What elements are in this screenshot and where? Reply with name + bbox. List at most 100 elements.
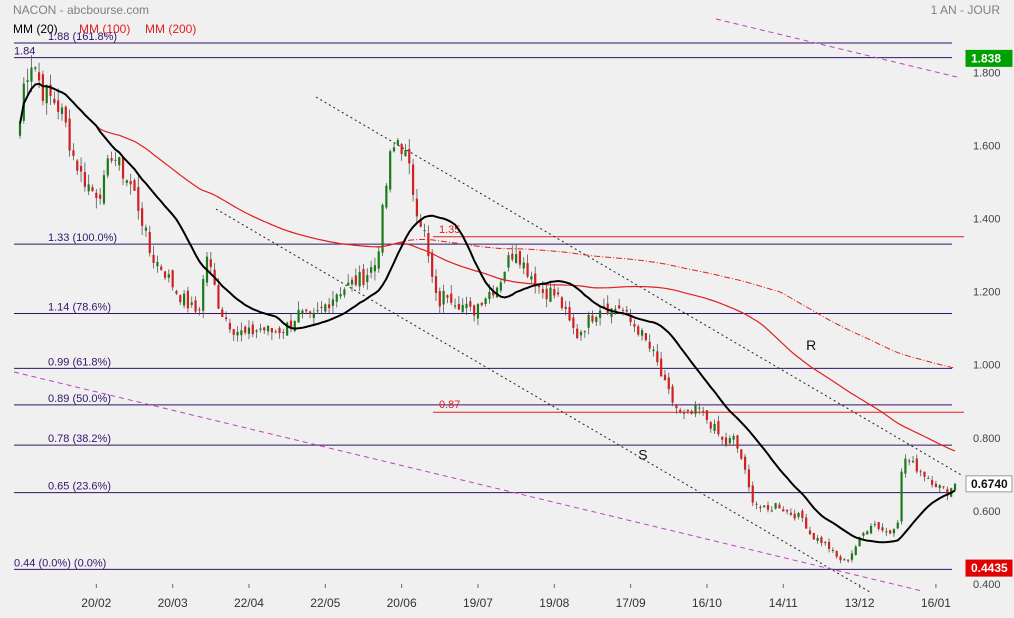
y-tick-label: 1.400 <box>973 213 1001 225</box>
candle-body <box>858 537 861 547</box>
candle-body <box>152 254 155 263</box>
candle-body <box>774 503 777 509</box>
candle-body <box>41 74 44 101</box>
candle-body <box>942 486 945 488</box>
candle-body <box>663 374 667 381</box>
candle-body <box>904 458 907 474</box>
candle-body <box>847 559 850 561</box>
candle-body <box>640 330 644 336</box>
fibonacci-levels: 1.88 (161.8%) 1.84 1.33 (100.0%) 1.14 (78.6… <box>14 31 964 570</box>
candle-body <box>633 324 636 327</box>
candle-body <box>889 530 892 534</box>
candle-body <box>141 208 144 226</box>
moving-averages <box>19 82 956 544</box>
x-tick-label: 22/04 <box>234 596 264 610</box>
candle-body <box>34 67 37 69</box>
candle-body <box>751 485 754 503</box>
candle-body <box>946 489 949 496</box>
candle-body <box>740 449 743 459</box>
candle-body <box>209 259 212 267</box>
candle-body <box>324 304 327 312</box>
candle-body <box>331 299 335 306</box>
fib-label-5: 0.89 (50.0%) <box>48 393 111 405</box>
candle-body <box>835 550 838 557</box>
candle-body <box>652 349 655 352</box>
candle-body <box>469 301 472 307</box>
candle-body <box>953 483 957 491</box>
ma-20-line <box>19 82 956 544</box>
candle-body <box>919 471 922 473</box>
legend-ma-2: MM (200) <box>145 22 196 36</box>
candle-body <box>385 185 388 208</box>
candle-body <box>293 320 296 332</box>
candle-body <box>370 267 373 273</box>
candle-body <box>721 436 724 440</box>
x-tick-label: 20/02 <box>81 596 111 610</box>
candle-body <box>526 263 529 277</box>
candle-body <box>839 556 842 561</box>
candle-body <box>545 288 548 300</box>
candle-body <box>885 531 888 533</box>
y-tick-label: 0.600 <box>973 506 1001 518</box>
trendline-upper-magenta <box>715 18 962 79</box>
candle-body <box>316 310 319 312</box>
candle-body <box>305 309 308 312</box>
chart-title: NACON - abcbourse.com <box>13 3 149 17</box>
x-tick-label: 14/11 <box>769 596 798 610</box>
candle-body <box>915 458 918 472</box>
candle-body <box>927 478 930 480</box>
candle-body <box>717 421 720 435</box>
candle-body <box>343 289 346 296</box>
y-tick-label: 1.800 <box>973 67 1001 79</box>
candle-body <box>881 527 884 531</box>
fib-label-7: 0.65 (23.6%) <box>48 481 111 493</box>
candle-body <box>450 293 453 303</box>
candle-body <box>484 298 487 304</box>
candle-body <box>938 485 941 489</box>
y-tick-label: 0.400 <box>973 579 1001 591</box>
candle-body <box>690 411 693 414</box>
candle-body <box>831 549 834 551</box>
candle-body <box>507 255 510 268</box>
candle-body <box>278 328 281 334</box>
price-badge-bg <box>965 559 1013 577</box>
candle-body <box>747 469 751 488</box>
candle-body <box>396 140 399 146</box>
x-axis: 20/02 20/03 22/04 22/05 20/06 19/07 19/08 17/09… <box>81 584 951 610</box>
candle-body <box>499 282 502 291</box>
candle-body <box>583 331 586 333</box>
candle-body <box>427 233 430 257</box>
candle-body <box>511 253 514 260</box>
candle-body <box>480 302 483 305</box>
candle-body <box>163 271 167 278</box>
candle-body <box>621 309 625 311</box>
candle-body <box>255 330 258 332</box>
candle-body <box>541 289 544 293</box>
candle-body <box>801 510 804 518</box>
candle-body <box>194 300 197 312</box>
candle-body <box>457 303 460 310</box>
fib-label-1: 1.84 <box>14 46 35 58</box>
annotation-r: R <box>806 337 816 353</box>
candle-body <box>793 513 796 519</box>
candle-body <box>57 100 60 112</box>
annotation-s: S <box>638 447 647 463</box>
candle-body <box>30 67 33 82</box>
candle-body <box>118 156 121 166</box>
candle-body <box>755 503 758 505</box>
candle-body <box>808 530 812 535</box>
candle-body <box>820 537 823 543</box>
candle-body <box>461 304 464 312</box>
candle-body <box>186 290 190 309</box>
candle-body <box>675 404 678 409</box>
candle-body <box>366 275 369 283</box>
candle-body <box>862 532 865 536</box>
candle-body <box>812 533 815 540</box>
candle-body <box>232 329 235 335</box>
candle-body <box>160 266 163 270</box>
candle-body <box>534 273 537 287</box>
candle-body <box>644 333 647 340</box>
y-axis: 1.800 1.600 1.400 1.200 1.000 0.800 0.600 0.400 <box>973 67 1001 591</box>
candle-body <box>251 324 254 335</box>
